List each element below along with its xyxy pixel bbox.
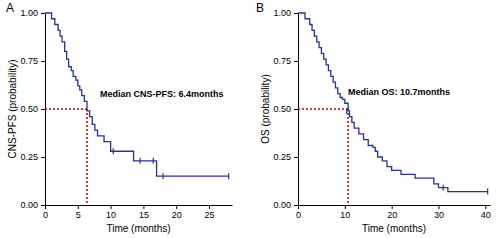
y-tick: 0.25 bbox=[20, 152, 45, 162]
x-tick-label: 20 bbox=[172, 210, 182, 220]
x-tick: 10 bbox=[106, 205, 116, 220]
y-tick: 1.00 bbox=[273, 8, 298, 18]
x-tick-label: 10 bbox=[106, 210, 116, 220]
panel: 0.00 0.25 0.50 0.75 1.00 0 10 20 30 40 Time (month… bbox=[256, 1, 491, 234]
x-tick-label: 30 bbox=[434, 210, 444, 220]
plot-area bbox=[45, 13, 229, 205]
censor-mark bbox=[346, 108, 347, 114]
x-tick-mark bbox=[298, 205, 299, 209]
x-axis-title: Time (months) bbox=[106, 223, 170, 234]
x-tick: 0 bbox=[43, 205, 48, 220]
y-tick: 0.25 bbox=[273, 152, 298, 162]
x-tick-mark bbox=[345, 205, 346, 209]
y-tick: 0.75 bbox=[273, 56, 298, 66]
x-tick-label: 10 bbox=[340, 210, 350, 220]
y-axis: 0.00 0.25 0.50 0.75 1.00 bbox=[273, 8, 298, 210]
x-tick: 40 bbox=[481, 205, 491, 220]
panel: 0.00 0.25 0.50 0.75 1.00 0 5 10 15 20 25 Time (mont… bbox=[6, 1, 233, 234]
x-axis: 0 5 10 15 20 25 bbox=[43, 205, 233, 220]
y-tick-mark bbox=[294, 61, 298, 62]
x-tick-label: 15 bbox=[139, 210, 149, 220]
y-tick-label: 0.50 bbox=[20, 104, 38, 114]
y-tick-mark bbox=[41, 157, 45, 158]
x-tick: 10 bbox=[340, 205, 350, 220]
censor-mark bbox=[113, 148, 114, 154]
x-axis-line bbox=[299, 205, 491, 206]
x-tick: 30 bbox=[434, 205, 444, 220]
panel-label: B bbox=[256, 1, 264, 15]
survival-curve bbox=[298, 13, 488, 192]
y-tick-mark bbox=[41, 13, 45, 14]
y-tick-mark bbox=[41, 109, 45, 110]
y-tick: 0.50 bbox=[273, 104, 298, 114]
y-tick-mark bbox=[294, 157, 298, 158]
median-line-vertical bbox=[86, 109, 88, 205]
y-tick-mark bbox=[41, 61, 45, 62]
y-axis-title: CNS-PFS (probability) bbox=[7, 60, 18, 159]
y-tick: 1.00 bbox=[20, 8, 45, 18]
y-tick-mark bbox=[41, 205, 45, 206]
censor-mark bbox=[228, 173, 229, 179]
y-tick-label: 0.75 bbox=[20, 56, 38, 66]
y-tick-label: 0.75 bbox=[273, 56, 291, 66]
y-tick: 0.00 bbox=[20, 200, 45, 210]
x-tick-mark bbox=[209, 205, 210, 209]
y-tick-mark bbox=[294, 205, 298, 206]
y-tick-label: 0.50 bbox=[273, 104, 291, 114]
survival-curve bbox=[45, 13, 229, 176]
x-tick: 20 bbox=[387, 205, 397, 220]
censor-mark bbox=[153, 158, 154, 164]
x-tick: 25 bbox=[205, 205, 215, 220]
median-annotation: Median OS: 10.7months bbox=[348, 87, 450, 97]
x-tick-mark bbox=[143, 205, 144, 209]
x-tick-label: 5 bbox=[76, 210, 81, 220]
y-tick-label: 0.00 bbox=[273, 200, 291, 210]
y-tick: 0.50 bbox=[20, 104, 45, 114]
x-tick: 5 bbox=[76, 205, 81, 220]
censor-mark bbox=[140, 158, 141, 164]
x-tick-mark bbox=[111, 205, 112, 209]
x-tick-mark bbox=[45, 205, 46, 209]
x-tick-mark bbox=[438, 205, 439, 209]
y-tick-label: 1.00 bbox=[20, 8, 38, 18]
x-tick-label: 25 bbox=[205, 210, 215, 220]
x-axis-line bbox=[46, 205, 233, 206]
x-tick-mark bbox=[78, 205, 79, 209]
x-tick-label: 0 bbox=[43, 210, 48, 220]
y-tick-mark bbox=[294, 109, 298, 110]
x-tick: 0 bbox=[296, 205, 301, 220]
x-axis-title: Time (months) bbox=[362, 223, 426, 234]
x-axis: 0 10 20 30 40 bbox=[296, 205, 491, 220]
panel-label: A bbox=[6, 1, 14, 15]
x-tick-mark bbox=[176, 205, 177, 209]
y-tick-label: 0.00 bbox=[20, 200, 38, 210]
median-line-vertical bbox=[347, 109, 349, 205]
y-tick-label: 1.00 bbox=[273, 8, 291, 18]
y-tick: 0.00 bbox=[273, 200, 298, 210]
censor-mark bbox=[443, 185, 444, 191]
median-line-horizontal bbox=[298, 108, 348, 110]
x-tick: 15 bbox=[139, 205, 149, 220]
x-tick-label: 40 bbox=[481, 210, 491, 220]
x-tick-mark bbox=[392, 205, 393, 209]
median-line-horizontal bbox=[45, 108, 87, 110]
plot-area bbox=[298, 13, 488, 205]
chart-canvas: 0.00 0.25 0.50 0.75 1.00 0 5 10 15 20 25 Time (mont… bbox=[0, 0, 500, 238]
y-tick-label: 0.25 bbox=[273, 152, 291, 162]
y-axis-title: OS (probability) bbox=[260, 74, 271, 143]
y-tick: 0.75 bbox=[20, 56, 45, 66]
x-tick-label: 20 bbox=[387, 210, 397, 220]
y-tick-mark bbox=[294, 13, 298, 14]
censor-mark bbox=[163, 173, 164, 179]
x-tick: 20 bbox=[172, 205, 182, 220]
x-tick-label: 0 bbox=[296, 210, 301, 220]
x-tick-mark bbox=[485, 205, 486, 209]
y-axis: 0.00 0.25 0.50 0.75 1.00 bbox=[20, 8, 45, 210]
y-tick-label: 0.25 bbox=[20, 152, 38, 162]
censor-mark bbox=[487, 189, 488, 195]
median-annotation: Median CNS-PFS: 6.4months bbox=[100, 89, 224, 99]
